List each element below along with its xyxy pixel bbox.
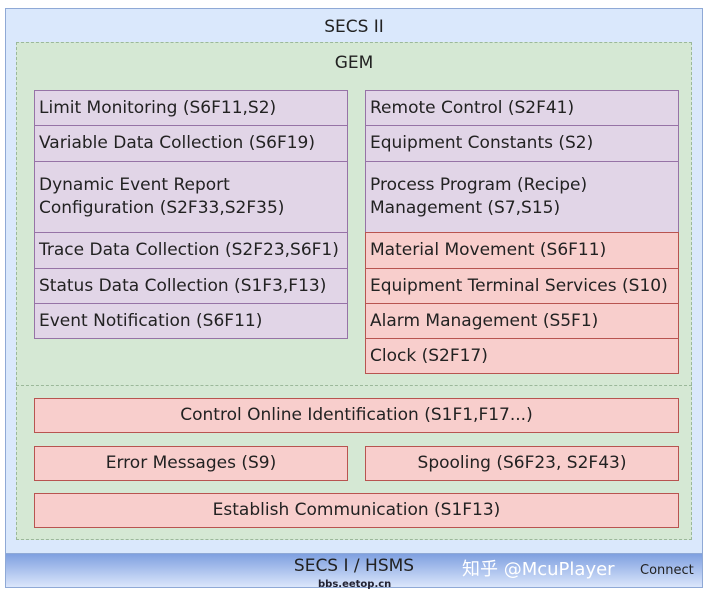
gem-capability: Process Program (Recipe) Management (S7,… <box>365 161 679 233</box>
gem-capability: Equipment Terminal Services (S10) <box>365 268 679 304</box>
secs1-hsms-layer <box>5 553 703 588</box>
gem-capability: Clock (S2F17) <box>365 338 679 374</box>
gem-capability: Limit Monitoring (S6F11,S2) <box>34 90 348 126</box>
establish-communication-box: Establish Communication (S1F13) <box>34 493 679 528</box>
gem-capability: Alarm Management (S5F1) <box>365 303 679 339</box>
gem-capability: Dynamic Event Report Configuration (S2F3… <box>34 161 348 233</box>
secs1-hsms-title: SECS I / HSMS <box>293 556 415 576</box>
gem-capability: Material Movement (S6F11) <box>365 232 679 269</box>
eetop-watermark: bbs.eetop.cn <box>318 579 392 590</box>
gem-capability: Variable Data Collection (S6F19) <box>34 125 348 162</box>
gem-capability: Status Data Collection (S1F3,F13) <box>34 268 348 304</box>
gem-capability: Trace Data Collection (S2F23,S6F1) <box>34 232 348 269</box>
dashed-divider <box>16 385 692 386</box>
control-online-box: Control Online Identification (S1F1,F17.… <box>34 398 679 433</box>
gem-capability: Remote Control (S2F41) <box>365 90 679 126</box>
gem-capability: Event Notification (S6F11) <box>34 303 348 339</box>
zhihu-watermark: 知乎 @McuPlayer <box>462 559 615 580</box>
gem-title: GEM <box>334 53 374 73</box>
spooling-box: Spooling (S6F23, S2F43) <box>365 446 679 481</box>
error-messages-box: Error Messages (S9) <box>34 446 348 481</box>
secs2-title: SECS II <box>324 17 384 37</box>
connect-watermark: Connect <box>640 563 694 578</box>
gem-capability: Equipment Constants (S2) <box>365 125 679 162</box>
